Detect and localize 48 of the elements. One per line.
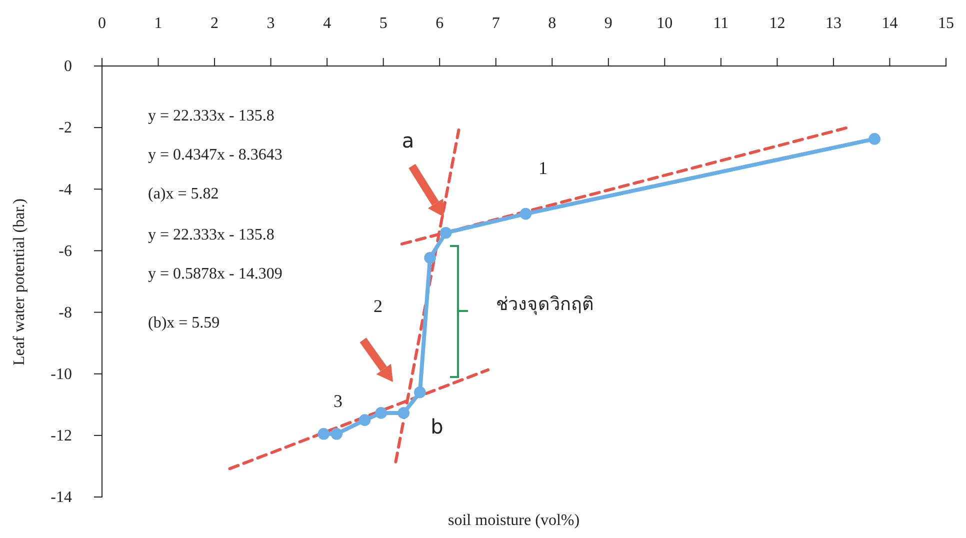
x-tick-label: 8: [548, 15, 556, 32]
annotation: 3: [334, 391, 342, 412]
point: [398, 407, 410, 419]
annotation: y = 0.4347x - 8.3643: [148, 146, 282, 164]
x-tick-label: 0: [98, 15, 106, 32]
point: [424, 252, 436, 264]
point: [318, 428, 330, 440]
point: [520, 208, 532, 220]
y-tick-label: -2: [58, 120, 72, 137]
x-tick-label: 2: [210, 15, 219, 32]
x-tick-label: 1: [154, 15, 162, 32]
point: [440, 226, 452, 239]
y-tick-label: 0: [64, 58, 72, 76]
x-tick-label: 5: [379, 15, 388, 32]
x-tick-label: 4: [323, 15, 332, 32]
annotation: 2: [374, 296, 382, 316]
x-tick-label: 7: [492, 15, 500, 32]
annotation: ช่วงจุดวิกฤติ: [496, 294, 594, 315]
x-tick-label: 10: [656, 15, 673, 32]
x-axis-title: soil moisture (vol%): [448, 512, 580, 529]
y-tick-label: -10: [50, 366, 72, 383]
annotation: a: [402, 128, 414, 152]
point: [330, 428, 343, 440]
y-tick-label: -8: [58, 304, 72, 322]
annotation: 1: [538, 158, 548, 178]
annotation: (b)x = 5.59: [148, 314, 220, 332]
point: [414, 386, 426, 398]
annotation: y = 22.333x - 135.8: [148, 108, 274, 125]
x-tick-label: 14: [882, 15, 898, 32]
x-tick-label: 6: [436, 15, 444, 32]
y-tick-label: -12: [50, 428, 72, 445]
point: [358, 414, 371, 426]
x-tick-label: 3: [266, 15, 275, 32]
annotation: b: [430, 414, 444, 438]
point: [375, 407, 387, 419]
y-tick-label: -6: [58, 242, 72, 260]
x-tick-label: 13: [825, 15, 842, 32]
x-tick-label: 15: [938, 15, 954, 32]
point: [868, 133, 880, 145]
x-tick-label: 9: [604, 15, 612, 32]
x-tick-label: 12: [769, 15, 786, 32]
y-tick-label: -14: [50, 489, 72, 506]
annotation: y = 22.333x - 135.8: [148, 226, 274, 244]
y-tick-label: -4: [58, 181, 72, 198]
annotation: y = 0.5878x - 14.309: [148, 266, 282, 283]
x-tick-label: 11: [713, 15, 729, 32]
annotation: (a)x = 5.82: [148, 186, 219, 203]
y-axis-title: Leaf water potential (bar.): [11, 198, 28, 366]
